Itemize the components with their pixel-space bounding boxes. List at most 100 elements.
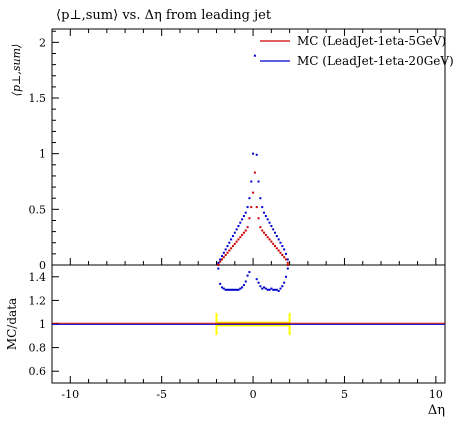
data-point-series-1	[244, 229, 247, 232]
data-point-series-1	[268, 238, 271, 241]
data-point-series-2	[241, 218, 244, 221]
ratio-ylabel: MC/data	[5, 298, 19, 350]
data-point-series-1	[246, 226, 249, 229]
data-point-series-1	[266, 236, 269, 239]
data-point-series-1	[237, 238, 240, 241]
data-point-series-2	[230, 238, 233, 241]
data-point-series-1	[231, 245, 234, 248]
data-point-series-1	[259, 226, 262, 229]
data-point-series-2	[255, 153, 258, 156]
ratio-point-series-2	[268, 288, 271, 291]
data-point-series-1	[279, 251, 282, 254]
data-point-series-1	[274, 245, 277, 248]
ratio-point-series-2	[217, 267, 220, 270]
data-point-series-1	[219, 260, 222, 263]
data-point-series-1	[220, 258, 223, 261]
ratio-point-series-2	[274, 288, 277, 291]
ratio-point-series-2	[248, 271, 251, 274]
ratio-point-series-2	[263, 286, 266, 289]
ratio-point-series-2	[224, 288, 227, 291]
main-y-tick-label: 0	[39, 259, 46, 272]
legend: MC (LeadJet-1eta-5GeV) MC (LeadJet-1eta-…	[260, 34, 454, 68]
x-tick-label: -5	[156, 388, 167, 401]
ratio-y-tick-label: 1	[39, 318, 46, 331]
data-point-series-1	[224, 253, 227, 256]
x-tick-label: 0	[250, 388, 257, 401]
data-point-series-2	[252, 152, 255, 155]
data-point-series-1	[286, 261, 289, 264]
data-point-series-1	[272, 242, 275, 245]
data-point-series-1	[284, 258, 287, 261]
data-point-series-2	[222, 251, 225, 254]
ratio-point-series-2	[275, 288, 278, 291]
data-point-series-1	[226, 251, 229, 254]
data-point-series-2	[217, 261, 220, 264]
data-point-series-1	[253, 171, 256, 174]
ratio-point-series-2	[284, 275, 287, 278]
data-point-series-1	[257, 217, 260, 220]
ratio-point-series-2	[270, 287, 273, 290]
main-y-tick-label: 1	[39, 148, 46, 161]
data-point-series-2	[279, 241, 282, 244]
ratio-point-series-2	[272, 288, 275, 291]
data-point-series-1	[233, 242, 236, 245]
data-point-series-2	[268, 221, 271, 224]
ratio-point-series-2	[228, 288, 231, 291]
data-point-series-2	[246, 206, 249, 209]
data-point-series-2	[220, 255, 223, 258]
ratio-ticks: 0.60.811.21.4-10 -5 0 5 10	[29, 29, 443, 401]
ratio-point-series-1	[217, 264, 220, 266]
legend-label-series-2: MC (LeadJet-1eta-20GeV)	[297, 54, 454, 68]
data-point-series-2	[281, 245, 284, 248]
data-point-series-1	[277, 249, 280, 252]
ratio-point-series-2	[239, 287, 242, 290]
data-point-series-2	[266, 218, 269, 221]
ratio-data-points	[217, 264, 289, 292]
ratio-point-series-2	[279, 287, 282, 290]
data-point-series-1	[248, 217, 251, 220]
data-point-series-2	[239, 221, 242, 224]
x-tick-label: 10	[429, 388, 443, 401]
data-point-series-1	[281, 253, 284, 256]
ratio-point-series-2	[255, 278, 258, 281]
data-point-series-2	[277, 238, 280, 241]
data-point-series-1	[264, 233, 267, 236]
data-point-series-1	[242, 231, 245, 234]
main-ylabel: ⟨p⊥,sum⟩	[10, 44, 23, 97]
data-point-series-2	[228, 241, 231, 244]
ratio-point-series-2	[241, 286, 244, 289]
data-point-series-1	[255, 206, 258, 209]
data-point-series-2	[261, 206, 264, 209]
x-tick-label: 5	[341, 388, 348, 401]
data-point-series-1	[263, 231, 266, 234]
ratio-point-series-2	[281, 285, 284, 288]
ratio-point-series-1	[286, 264, 289, 266]
data-point-series-2	[272, 228, 275, 231]
data-point-series-2	[237, 225, 240, 228]
ratio-point-series-2	[220, 286, 223, 289]
ratio-y-tick-label: 1.4	[29, 271, 47, 284]
ratio-point-series-2	[231, 288, 234, 291]
data-point-series-2	[257, 180, 260, 183]
data-point-series-2	[253, 54, 256, 57]
ratio-point-series-2	[222, 287, 225, 290]
data-point-series-2	[226, 245, 229, 248]
ratio-y-tick-label: 1.2	[29, 294, 47, 307]
xlabel: Δη	[428, 403, 445, 418]
ratio-point-series-2	[226, 288, 229, 291]
data-point-series-2	[231, 235, 234, 238]
data-point-series-1	[222, 256, 225, 259]
ratio-point-series-2	[230, 288, 233, 291]
main-data-points	[217, 54, 289, 265]
data-point-series-1	[217, 262, 220, 265]
legend-label-series-1: MC (LeadJet-1eta-5GeV)	[297, 34, 446, 48]
data-point-series-2	[284, 252, 287, 255]
ratio-point-series-2	[286, 267, 289, 270]
main-y-ticks: 0 0.5 1 1.5 2	[29, 30, 59, 272]
ratio-point-series-2	[233, 288, 236, 291]
data-point-series-1	[283, 256, 286, 259]
data-point-series-2	[259, 197, 262, 200]
data-point-series-2	[283, 248, 286, 251]
ratio-point-series-2	[266, 288, 269, 291]
